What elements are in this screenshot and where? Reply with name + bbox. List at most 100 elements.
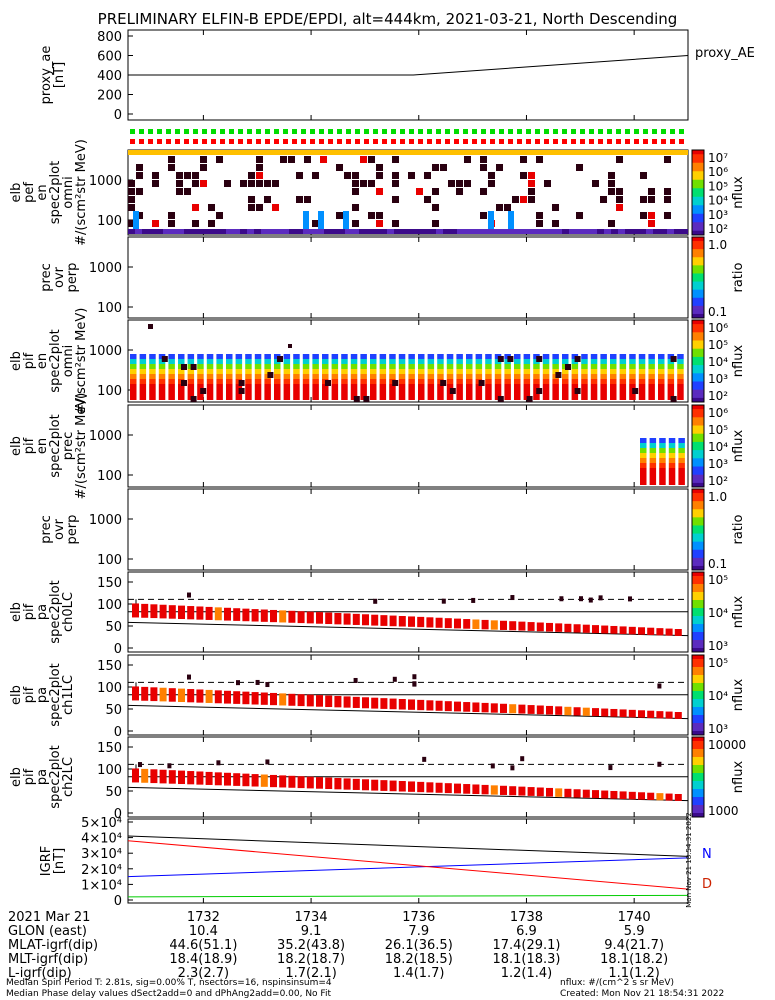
spectrogram-top-band	[128, 150, 688, 155]
omni-spectrogram-band	[322, 354, 329, 359]
pa-block	[132, 768, 139, 783]
y-tick-label-elb-pef-en: 100	[97, 214, 122, 229]
omni-spectrogram-dot	[555, 372, 562, 378]
colorbar-segment-pa-ch1	[692, 671, 704, 676]
colorbar-segment-pa-ch2	[692, 745, 704, 750]
pa-block	[435, 782, 443, 793]
colorbar-segment-elb-pif-en-omni	[692, 324, 704, 329]
indicator-red	[454, 139, 459, 144]
colorbar-tick-pa-ch1: 10³	[708, 722, 728, 736]
spectrogram-bottom-cell	[128, 229, 135, 234]
y-axis-label-pa-ch2: elb	[9, 767, 24, 787]
pa-block	[242, 691, 250, 705]
y-tick-label-igrf: 2×10⁴	[81, 863, 122, 878]
igrf-label-d: D	[702, 877, 712, 892]
spectrogram-cell	[616, 204, 623, 211]
spectrogram-cell	[352, 204, 359, 211]
spectrogram-bottom-cell	[226, 229, 233, 234]
omni-spectrogram-band	[350, 364, 358, 369]
spectrogram-cell	[152, 172, 159, 179]
omni-spectrogram-band	[619, 369, 627, 374]
omni-spectrogram-band	[389, 369, 396, 374]
y-axis-label-igrf: IGRF	[39, 846, 54, 876]
spectrogram-cell	[264, 196, 271, 203]
omni-spectrogram-band	[226, 354, 233, 359]
spectrogram-cell	[336, 212, 343, 219]
colorbar-segment-pa-ch0	[692, 608, 704, 613]
omni-spectrogram-band	[514, 379, 521, 384]
omni-spectrogram-band	[149, 369, 156, 374]
omni-spectrogram-band	[629, 374, 636, 379]
spectrogram-cell	[608, 180, 615, 187]
omni-spectrogram-band	[130, 369, 137, 374]
omni-spectrogram-column	[667, 384, 675, 400]
spectrogram-bottom-cell	[345, 229, 352, 234]
pa-block	[610, 790, 618, 799]
pa-dot	[422, 756, 427, 762]
indicator-green	[274, 129, 279, 134]
colorbar-segment-pa-ch0	[692, 600, 704, 605]
omni-spectrogram-band	[494, 374, 502, 379]
spectrogram-cell	[648, 220, 655, 227]
omni-spectrogram-band	[130, 364, 137, 369]
pa-block	[205, 606, 213, 620]
omni-spectrogram-band	[466, 369, 473, 374]
indicator-green	[166, 129, 171, 134]
omni-spectrogram-dot	[574, 388, 581, 394]
omni-spectrogram-band	[408, 364, 415, 369]
omni-spectrogram-band	[206, 364, 214, 369]
pa-block	[601, 708, 609, 717]
colorbar-segment-prec-ovr-perp-e	[692, 261, 704, 266]
spectrogram-cell	[168, 164, 175, 171]
omni-spectrogram-band	[216, 379, 223, 384]
pa-block	[132, 603, 139, 618]
indicator-red	[598, 139, 603, 144]
indicator-green	[193, 129, 198, 134]
pa-block	[444, 618, 452, 629]
spectrogram-bottom-cell	[555, 229, 562, 234]
colorbar-frame-pa-ch1	[691, 654, 705, 736]
omni-spectrogram-band	[293, 364, 300, 369]
colorbar-label-pa-ch1: nflux	[731, 679, 746, 712]
colorbar-segment-elb-pif-en-prec	[692, 425, 704, 431]
omni-spectrogram-band	[590, 374, 598, 379]
pa-solid-loss-cone-line	[127, 786, 689, 802]
spectrogram-cell	[224, 180, 231, 187]
indicator-red	[184, 139, 189, 144]
colorbar-segment-elb-pif-en-prec	[692, 478, 704, 484]
x-axis-row-value: 17.4(29.1)	[492, 938, 560, 953]
colorbar-segment-elb-pef-en	[692, 150, 704, 155]
omni-spectrogram-band	[360, 379, 367, 384]
colorbar-segment-elb-pif-en-prec	[692, 458, 704, 463]
omni-spectrogram-band	[274, 374, 281, 379]
omni-spectrogram-band	[648, 374, 655, 379]
spectrogram-bottom-cell	[569, 229, 576, 234]
pa-block	[546, 787, 553, 797]
prec-spectrogram-band	[668, 463, 676, 468]
spectrogram-cell	[376, 172, 383, 179]
pa-block	[279, 610, 287, 623]
spectrogram-bottom-cell	[198, 229, 205, 234]
pa-block	[592, 708, 599, 717]
omni-spectrogram-band	[600, 374, 607, 379]
spectrogram-cell	[216, 156, 223, 163]
colorbar-segment-pa-ch2	[692, 777, 704, 782]
omni-spectrogram-band	[610, 364, 617, 369]
colorbar-segment-pa-ch0	[692, 648, 704, 653]
colorbar-segment-prec-ovr-perp-e	[692, 273, 704, 278]
colorbar-segment-prec-ovr-perp-i	[692, 533, 704, 539]
colorbar-segment-elb-pef-en	[692, 196, 704, 202]
pa-block	[555, 623, 563, 632]
omni-spectrogram-band	[139, 364, 147, 369]
colorbar-label-pa-ch2: nflux	[731, 761, 746, 794]
omni-spectrogram-band	[552, 364, 559, 369]
colorbar-tick-prec-ovr-perp-i: 1.0	[708, 490, 727, 504]
omni-spectrogram-band	[350, 369, 358, 374]
pa-block	[389, 615, 397, 627]
omni-spectrogram-band	[523, 364, 531, 369]
pa-block	[187, 771, 195, 785]
spectrogram-cell	[376, 188, 383, 195]
pa-block	[647, 792, 655, 800]
colorbar-segment-prec-ovr-perp-i	[692, 505, 704, 510]
colorbar-tick-pa-ch0: 10⁴	[708, 606, 728, 620]
